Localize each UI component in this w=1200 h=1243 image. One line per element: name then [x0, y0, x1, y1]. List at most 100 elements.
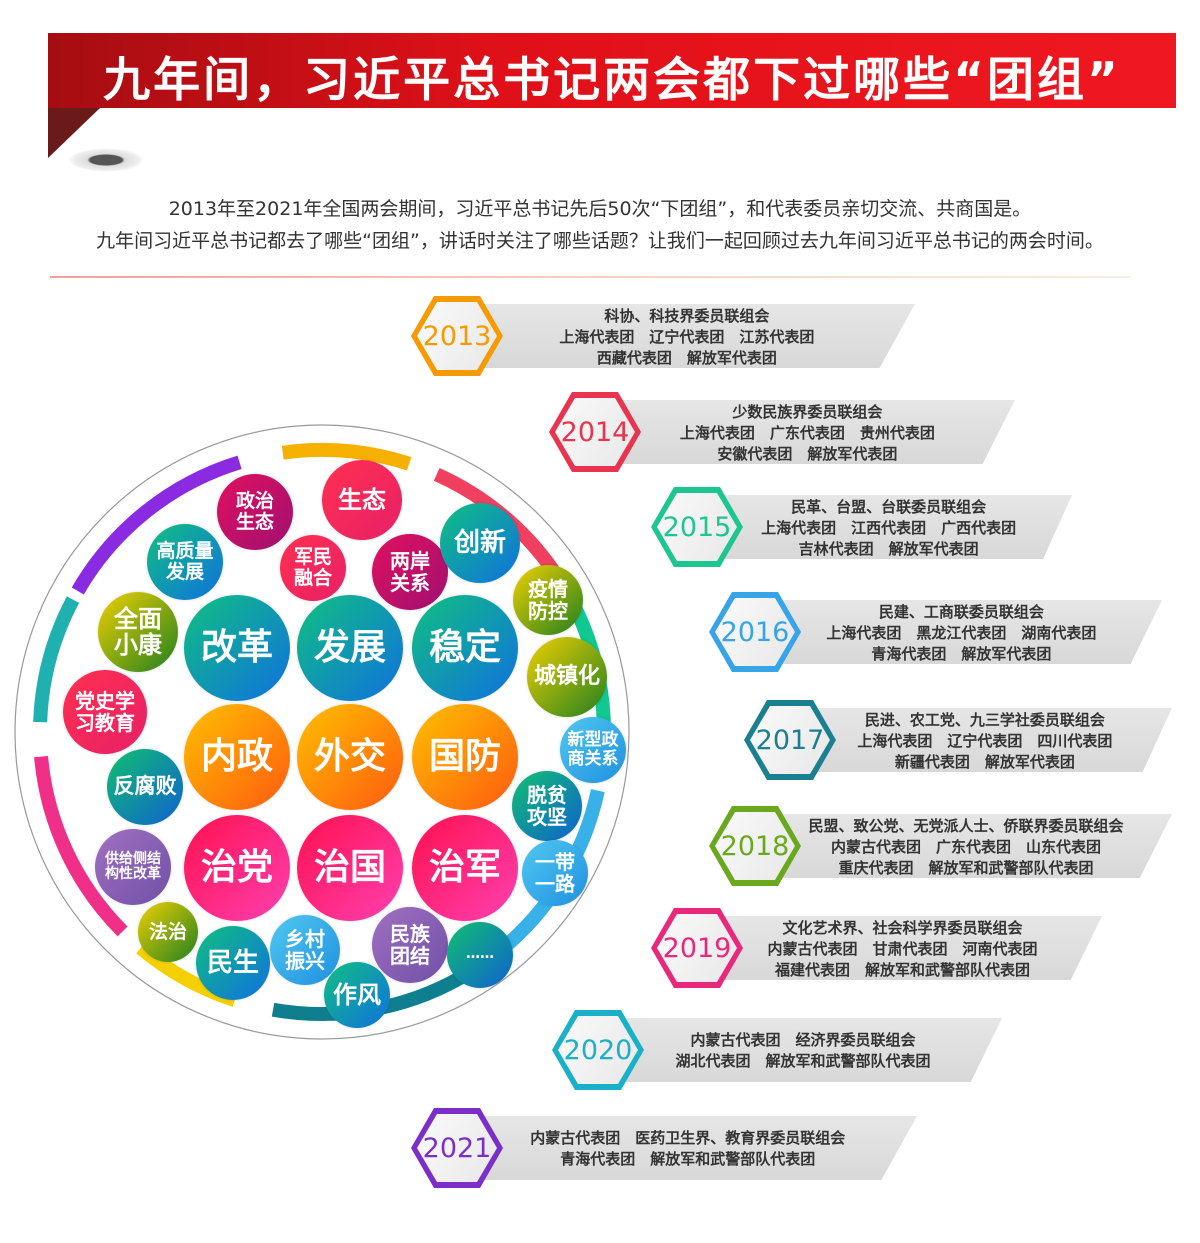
- year-entry-2014: 2014 少数民族界委员联组会 上海代表团 广东代表团 贵州代表团 安徽代表团 解放军…: [549, 392, 1015, 472]
- ring-arc-segment: [33, 596, 80, 723]
- delegation-line: 新疆代表团 解放军代表团: [894, 753, 1075, 771]
- delegation-line: 湖北代表团 解放军和武警部队代表团: [675, 1052, 931, 1070]
- delegation-line: 重庆代表团 解放军和武警部队代表团: [838, 859, 1094, 877]
- ring-arc-segment: [281, 443, 412, 471]
- year-label: 2015: [657, 493, 737, 561]
- topic-bubble: 发展: [297, 595, 403, 701]
- topic-bubble: 国防: [412, 704, 518, 810]
- delegation-list: 文化艺术界、社会科学界委员联组会 内蒙古代表团 甘肃代表团 河南代表团 福建代表团 …: [749, 918, 1056, 981]
- outer-circle: [14, 424, 630, 1040]
- year-banner: [769, 600, 1162, 664]
- year-label: 2019: [657, 914, 737, 982]
- topic-bubble: 稳定: [412, 595, 518, 701]
- delegation-line: 安徽代表团 解放军代表团: [717, 445, 898, 463]
- year-label: 2016: [715, 598, 795, 666]
- pin-shadow: [68, 148, 144, 172]
- topic-bubble: ……: [447, 922, 513, 988]
- delegation-line: 上海代表团 广东代表团 贵州代表团: [679, 424, 935, 442]
- topic-bubble: 法治: [138, 902, 198, 962]
- topic-bubble: 内政: [184, 704, 290, 810]
- year-label: 2017: [750, 706, 830, 774]
- topic-bubble: 全面 小康: [98, 592, 178, 672]
- year-banner: [711, 916, 1102, 980]
- delegation-line: 上海代表团 黑龙江代表团 湖南代表团: [826, 624, 1097, 642]
- delegation-line: 上海代表团 江西代表团 广西代表团: [761, 519, 1017, 537]
- delegation-line: 内蒙古代表团 广东代表团 山东代表团: [830, 838, 1101, 856]
- ring-arc-segment: [71, 455, 242, 595]
- topic-bubble: 政治 生态: [217, 474, 293, 550]
- year-banner: [471, 304, 915, 368]
- topic-bubble: 新型政 商关系: [560, 717, 626, 783]
- year-banner: [711, 495, 1072, 559]
- topic-bubble: 反腐败: [107, 749, 183, 825]
- topic-bubble: 高质量 发展: [147, 524, 223, 600]
- topic-bubble: 民族 团结: [372, 907, 448, 983]
- delegation-line: 民进、农工党、九三学社委员联组会: [864, 711, 1105, 729]
- year-label: 2014: [555, 398, 635, 466]
- year-label: 2013: [417, 302, 497, 370]
- delegation-line: 内蒙古代表团 经济界委员联组会: [690, 1031, 916, 1049]
- delegation-list: 民革、台盟、台联委员联组会 上海代表团 江西代表团 广西代表团 吉林代表团 解放军代…: [749, 497, 1028, 560]
- year-entry-2013: 2013 科协、科技界委员联组会 上海代表团 辽宁代表团 江苏代表团 西藏代表团 解放…: [411, 296, 915, 376]
- divider: [50, 276, 1130, 278]
- topic-bubble: 生态: [322, 460, 402, 540]
- delegation-line: 上海代表团 辽宁代表团 江苏代表团: [559, 328, 815, 346]
- topic-bubble: 民生: [196, 926, 270, 1000]
- year-banner: [612, 1018, 1002, 1082]
- delegation-list: 内蒙古代表团 医药卫生界、教育界委员联组会 青海代表团 解放军和武警部队代表团: [509, 1128, 867, 1170]
- delegation-line: 少数民族界委员联组会: [732, 403, 883, 421]
- topic-bubble: 脱贫 攻坚: [512, 771, 582, 841]
- year-banner: [804, 708, 1172, 772]
- topic-bubble: 军民 融合: [280, 535, 346, 601]
- year-banner: [769, 814, 1172, 878]
- topic-bubble: 外交: [297, 704, 403, 810]
- hexagon-icon: 2013: [411, 296, 503, 376]
- year-entry-2021: 2021 内蒙古代表团 医药卫生界、教育界委员联组会 青海代表团 解放军和武警部队代…: [411, 1108, 917, 1188]
- topic-bubble: 治国: [297, 815, 403, 921]
- topic-bubble: 两岸 关系: [372, 534, 448, 610]
- year-entry-2018: 2018 民盟、致公党、无党派人士、侨联界委员联组会 内蒙古代表团 广东代表团 山东…: [709, 806, 1172, 886]
- year-label: 2021: [417, 1114, 497, 1182]
- delegation-line: 吉林代表团 解放军代表团: [798, 540, 979, 558]
- delegation-list: 民建、工商联委员联组会 上海代表团 黑龙江代表团 湖南代表团 青海代表团 解放军代表…: [807, 602, 1116, 665]
- delegation-line: 科协、科技界委员联组会: [604, 307, 770, 325]
- year-entry-2016: 2016 民建、工商联委员联组会 上海代表团 黑龙江代表团 湖南代表团 青海代表团 解…: [709, 592, 1162, 672]
- delegation-list: 民盟、致公党、无党派人士、侨联界委员联组会 内蒙古代表团 广东代表团 山东代表团重…: [807, 816, 1125, 879]
- topic-bubble: 乡村 振兴: [270, 915, 340, 985]
- delegation-list: 内蒙古代表团 经济界委员联组会 湖北代表团 解放军和武警部队代表团: [650, 1030, 956, 1072]
- delegation-line: 青海代表团 解放军和武警部队代表团: [560, 1150, 816, 1168]
- topic-bubble: 治军: [412, 815, 518, 921]
- year-label: 2020: [558, 1016, 638, 1084]
- year-entry-2017: 2017 民进、农工党、九三学社委员联组会 上海代表团 辽宁代表团 四川代表团 新疆代…: [744, 700, 1172, 780]
- topic-bubble: 党史学 习教育: [63, 670, 147, 754]
- delegation-line: 上海代表团 辽宁代表团 四川代表团: [857, 732, 1113, 750]
- delegation-line: 内蒙古代表团 医药卫生界、教育界委员联组会: [530, 1129, 846, 1147]
- year-entry-2020: 2020 内蒙古代表团 经济界委员联组会 湖北代表团 解放军和武警部队代表团: [552, 1010, 1002, 1090]
- hexagon-icon: 2021: [411, 1108, 503, 1188]
- topic-bubble: 治党: [184, 815, 290, 921]
- delegation-list: 民进、农工党、九三学社委员联组会 上海代表团 辽宁代表团 四川代表团 新疆代表团 解…: [842, 710, 1128, 773]
- delegation-line: 福建代表团 解放军和武警部队代表团: [774, 961, 1030, 979]
- delegation-line: 西藏代表团 解放军代表团: [596, 349, 777, 367]
- ring-arc-segment: [34, 755, 128, 937]
- topic-bubble: 改革: [184, 595, 290, 701]
- topic-bubble: 创新: [440, 503, 520, 583]
- delegation-line: 内蒙古代表团 甘肃代表团 河南代表团: [767, 940, 1038, 958]
- page-title: 九年间，习近平总书记两会都下过哪些“团组”: [103, 53, 1121, 108]
- delegation-line: 文化艺术界、社会科学界委员联组会: [782, 919, 1023, 937]
- hexagon-icon: 2017: [744, 700, 836, 780]
- year-label: 2018: [715, 812, 795, 880]
- delegation-line: 民盟、致公党、无党派人士、侨联界委员联组会: [808, 817, 1124, 835]
- year-banner: [609, 400, 1015, 464]
- topic-bubble: 作风: [324, 962, 390, 1028]
- year-entry-2015: 2015 民革、台盟、台联委员联组会 上海代表团 江西代表团 广西代表团 吉林代表团 …: [651, 487, 1072, 567]
- delegation-list: 科协、科技界委员联组会上海代表团 辽宁代表团 江苏代表团 西藏代表团 解放军代表团: [509, 306, 865, 369]
- intro-line-1: 2013年至2021年全国两会期间，习近平总书记先后50次“下团组”，和代表委员…: [168, 198, 1032, 220]
- delegation-list: 少数民族界委员联组会上海代表团 广东代表团 贵州代表团 安徽代表团 解放军代表团: [647, 402, 968, 465]
- topic-bubble: 疫情 防控: [513, 565, 583, 635]
- title-banner: 九年间，习近平总书记两会都下过哪些“团组”: [48, 33, 1176, 108]
- delegation-line: 民建、工商联委员联组会: [878, 603, 1044, 621]
- year-banner: [471, 1116, 917, 1180]
- topic-bubble: 一带 一路: [522, 840, 588, 906]
